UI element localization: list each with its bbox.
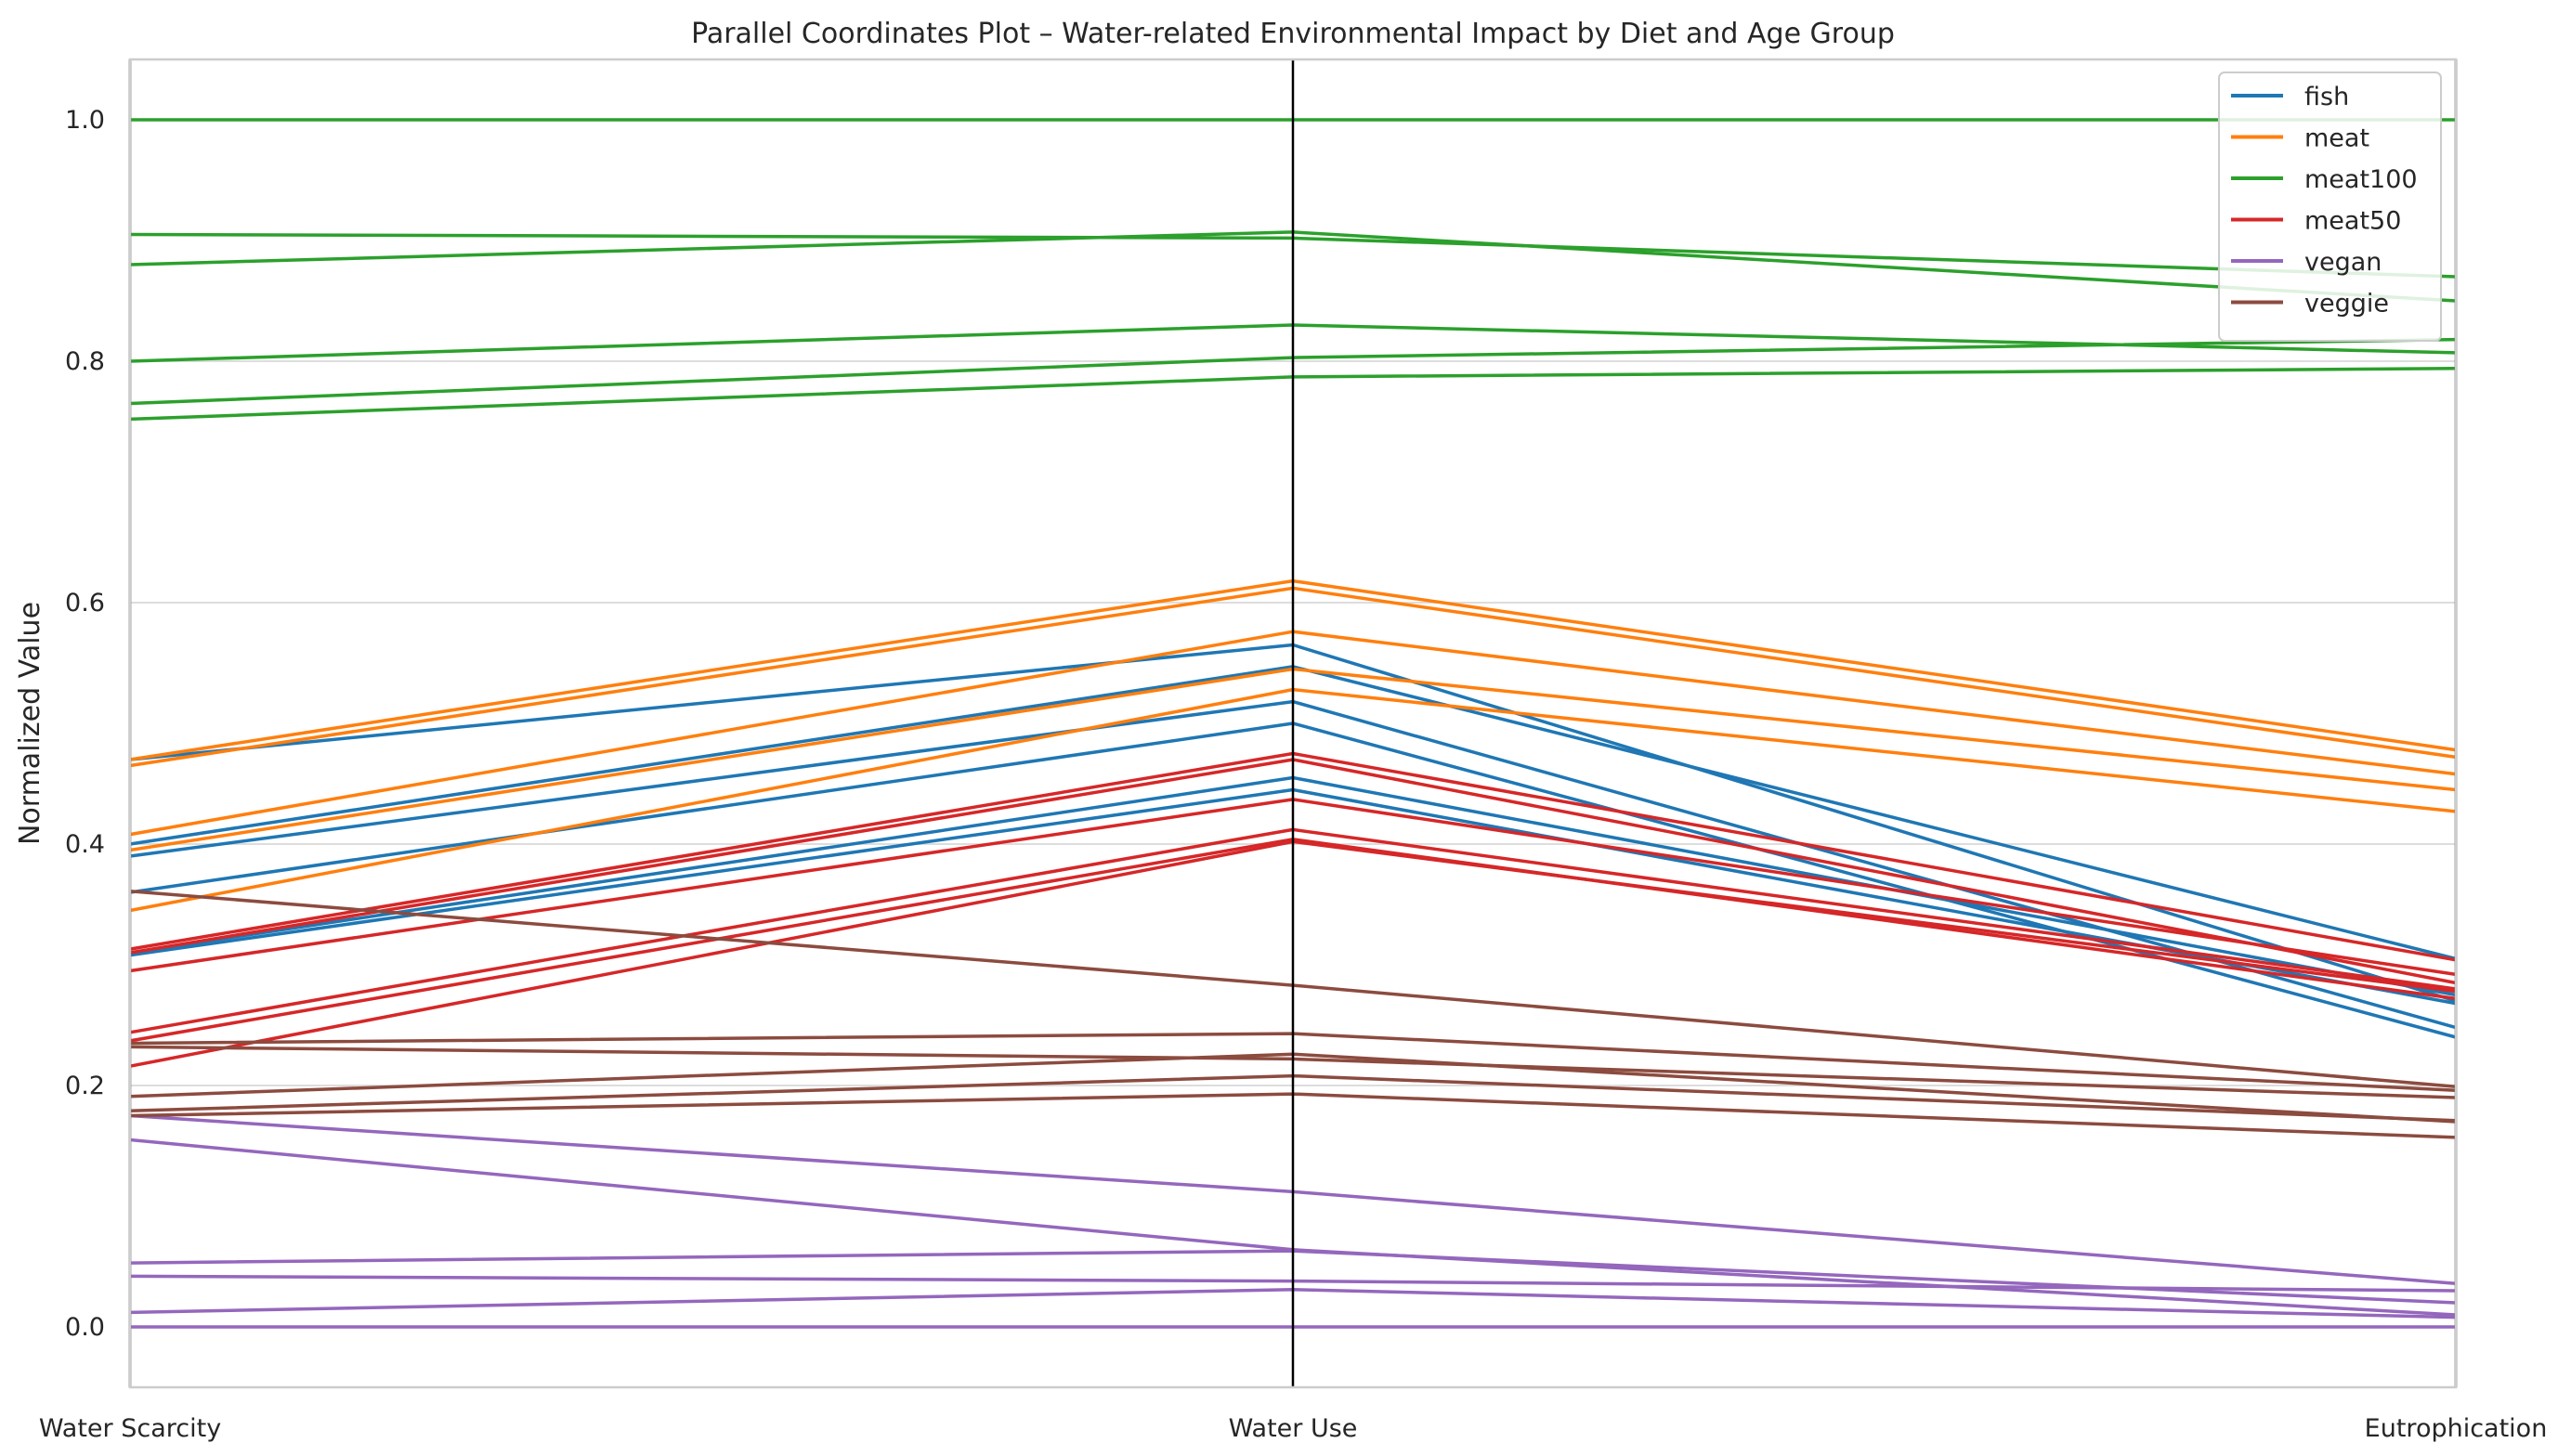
legend-frame <box>2218 72 2442 342</box>
y-tick-label: 0.8 <box>65 347 105 376</box>
legend-label-fish: fish <box>2304 83 2349 111</box>
axis-label: Water Use <box>1229 1414 1358 1443</box>
chart-title: Parallel Coordinates Plot – Water-relate… <box>691 18 1895 50</box>
legend-label-meat50: meat50 <box>2304 207 2401 236</box>
y-axis-label: Normalized Value <box>14 602 46 845</box>
axis-labels: Water Scarcity Water Use Eutrophication <box>39 1414 2548 1443</box>
legend: fish meat meat100 meat50 vegan veggie <box>2218 72 2442 342</box>
y-tick-label: 0.4 <box>65 830 105 859</box>
y-tick-label: 0.6 <box>65 589 105 618</box>
plot-frame <box>128 58 2458 1389</box>
axis-label: Water Scarcity <box>39 1414 221 1443</box>
y-tick-label: 1.0 <box>65 106 105 135</box>
legend-label-vegan: vegan <box>2304 248 2382 277</box>
y-tick-label: 0.0 <box>65 1313 105 1342</box>
y-tick-labels: 0.0 0.2 0.4 0.6 0.8 1.0 <box>65 106 105 1342</box>
legend-label-veggie: veggie <box>2304 290 2389 318</box>
axis-label: Eutrophication <box>2365 1414 2548 1443</box>
legend-label-meat: meat <box>2304 124 2369 153</box>
legend-label-meat100: meat100 <box>2304 165 2418 194</box>
y-tick-label: 0.2 <box>65 1072 105 1100</box>
